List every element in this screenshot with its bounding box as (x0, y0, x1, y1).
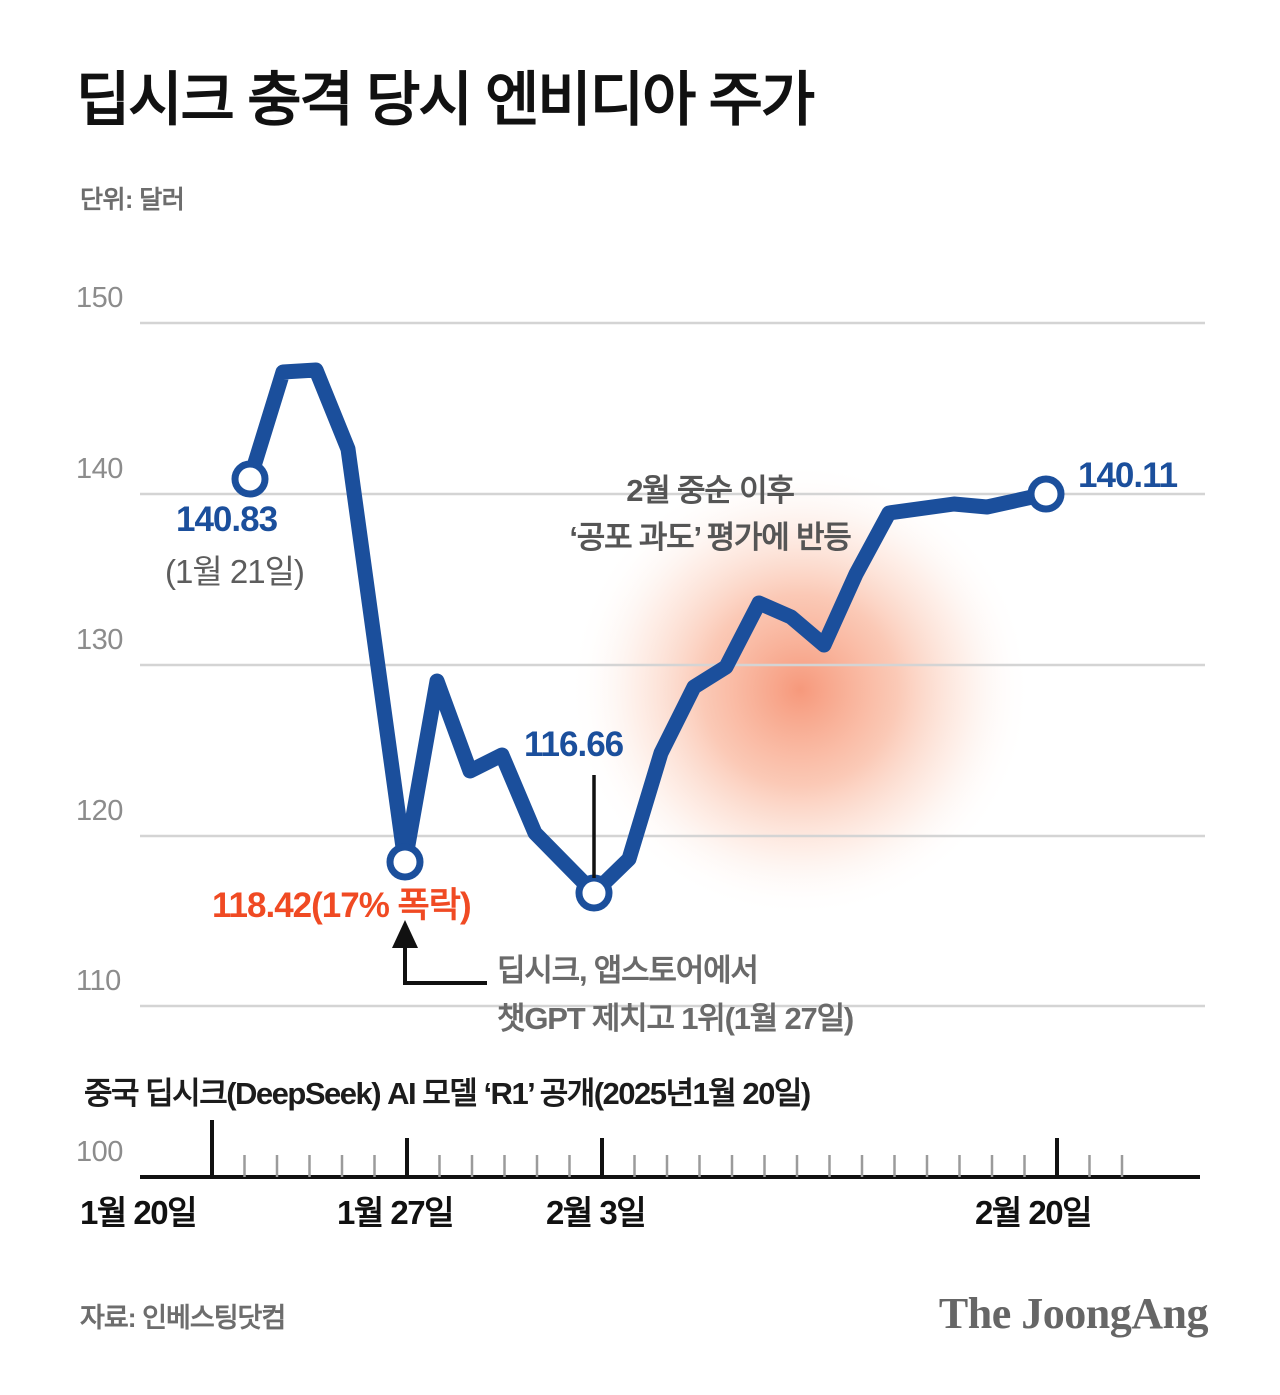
source-label: 자료: 인베스팅닷컴 (80, 1303, 286, 1333)
data-point-markers (231, 460, 1065, 912)
y-tick-110: 110 (76, 965, 121, 997)
annotation-appstore-line1: 딥시크, 앱스토어에서 (497, 953, 759, 988)
x-tick-feb-3: 2월 3일 (546, 1194, 647, 1231)
y-tick-120: 120 (76, 795, 123, 827)
annotation-crash-value: 118.42(17% 폭락) (212, 886, 472, 925)
leader-line-crash (392, 920, 487, 985)
annotation-rebound-line1: 2월 중순 이후 (626, 473, 795, 508)
gridlines (140, 321, 1205, 1008)
publisher-logo: The JoongAng (938, 1289, 1209, 1338)
price-line (242, 362, 1054, 901)
annotation-trough-value: 116.66 (524, 725, 624, 764)
x-tick-jan-27: 1월 27일 (337, 1194, 454, 1231)
x-tick-feb-20: 2월 20일 (975, 1194, 1092, 1231)
x-axis-minor-ticks (243, 1155, 1124, 1177)
x-tick-jan-20: 1월 20일 (80, 1194, 197, 1231)
rebound-glow (568, 462, 1032, 918)
x-axis-major-ticks (210, 1138, 1059, 1177)
annotation-end-value: 140.11 (1078, 456, 1178, 495)
unit-label: 단위: 달러 (80, 186, 185, 214)
page-title: 딥시크 충격 당시 엔비디아 주가 (76, 67, 815, 133)
y-tick-100: 100 (76, 1136, 123, 1168)
annotation-start-value: 140.83 (176, 500, 278, 539)
annotation-start-date: (1월 21일) (165, 553, 305, 590)
annotation-appstore-line2: 챗GPT 제치고 1위(1월 27일) (497, 1001, 854, 1036)
y-tick-150: 150 (76, 282, 123, 314)
annotation-rebound-line2: ‘공포 과도’ 평가에 반등 (569, 520, 851, 555)
annotation-r1-release: 중국 딥시크(DeepSeek) AI 모델 ‘R1’ 공개(2025년1월 2… (84, 1076, 811, 1111)
y-tick-140: 140 (76, 453, 123, 485)
y-tick-130: 130 (76, 624, 123, 656)
